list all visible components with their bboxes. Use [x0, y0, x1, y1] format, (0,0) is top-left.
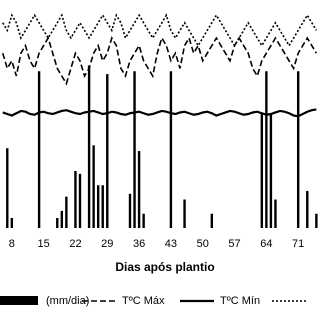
bar [37, 71, 41, 228]
bar [260, 114, 264, 228]
x-tick-label: 50 [197, 238, 209, 250]
bar [96, 185, 100, 228]
line [2, 108, 317, 118]
legend-label: TºC Máx [122, 295, 165, 307]
x-tick-label: 71 [292, 238, 304, 250]
bar [74, 171, 77, 228]
bar [296, 71, 300, 228]
line [1, 36, 318, 86]
bar [306, 190, 309, 228]
bar [183, 199, 186, 228]
line [2, 13, 318, 48]
bar [6, 148, 9, 228]
bar [56, 218, 59, 228]
x-tick-label: 29 [101, 238, 113, 250]
x-tick-label: 64 [260, 238, 272, 250]
x-tick-label: 43 [165, 238, 177, 250]
bar [101, 185, 104, 228]
x-tick-label: 8 [9, 238, 15, 250]
bar [128, 193, 132, 228]
bar [60, 210, 64, 228]
bar [274, 199, 277, 228]
bar [92, 145, 95, 228]
bar [10, 218, 14, 228]
x-tick-label: 15 [38, 238, 50, 250]
legend-label: (mm/dia) [46, 295, 89, 307]
bar [210, 213, 214, 228]
bar [106, 74, 109, 228]
legend-label: TºC Mín [220, 295, 260, 307]
bar [87, 65, 91, 228]
bar [169, 71, 173, 228]
x-tick-label: 57 [228, 238, 240, 250]
bar [142, 213, 145, 228]
bar [315, 213, 318, 228]
bar [265, 71, 268, 228]
x-tick-label: 22 [69, 238, 81, 250]
bar [65, 196, 68, 228]
bar [269, 114, 273, 228]
bar [137, 151, 141, 228]
bar [133, 71, 136, 228]
x-tick-label: 36 [133, 238, 145, 250]
x-axis-label: Dias após plantio [115, 260, 214, 274]
legend-swatch [0, 296, 38, 305]
bar [78, 173, 82, 228]
